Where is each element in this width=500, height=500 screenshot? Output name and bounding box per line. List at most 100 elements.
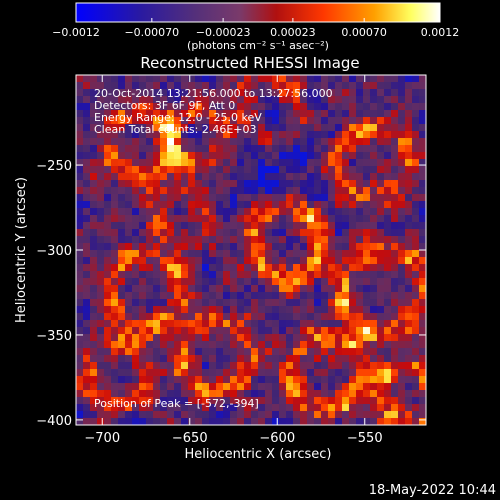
heatmap-cell xyxy=(419,264,426,272)
heatmap-cell xyxy=(328,348,336,356)
heatmap-cell xyxy=(286,278,294,286)
heatmap-cell xyxy=(104,152,112,160)
heatmap-cell xyxy=(272,152,280,160)
heatmap-cell xyxy=(139,89,147,97)
heatmap-cell xyxy=(230,257,238,265)
heatmap-cell xyxy=(216,418,224,425)
colorbar-tick-label: 0.00023 xyxy=(270,26,316,39)
heatmap-cell xyxy=(216,82,224,90)
heatmap-cell xyxy=(104,264,112,272)
heatmap-cell xyxy=(139,159,147,167)
heatmap-cell xyxy=(195,145,203,153)
heatmap-cell xyxy=(153,383,161,391)
heatmap-cell xyxy=(132,250,140,258)
heatmap-cell xyxy=(83,229,91,237)
heatmap-cell xyxy=(237,362,245,370)
heatmap-cell xyxy=(90,376,98,384)
heatmap-cell xyxy=(160,103,168,111)
heatmap-cell xyxy=(223,201,231,209)
heatmap-cell xyxy=(419,145,426,153)
heatmap-cell xyxy=(293,292,301,300)
heatmap-cell xyxy=(111,285,119,293)
heatmap-cell xyxy=(139,117,147,125)
heatmap-cell xyxy=(279,285,287,293)
heatmap-cell xyxy=(265,159,273,167)
heatmap-cell xyxy=(370,411,378,419)
heatmap-cell xyxy=(412,250,420,258)
heatmap-cell xyxy=(209,173,217,181)
heatmap-cell xyxy=(146,159,154,167)
heatmap-cell xyxy=(384,208,392,216)
heatmap-cell xyxy=(272,75,280,83)
heatmap-cell xyxy=(125,208,133,216)
heatmap-cell xyxy=(237,390,245,398)
heatmap-cell xyxy=(314,313,322,321)
heatmap-cell xyxy=(111,145,119,153)
heatmap-cell xyxy=(216,362,224,370)
heatmap-cell xyxy=(244,131,252,139)
heatmap-cell xyxy=(167,229,175,237)
heatmap-cell xyxy=(83,166,91,174)
heatmap-cell xyxy=(111,152,119,160)
heatmap-cell xyxy=(363,264,371,272)
heatmap-cell xyxy=(195,208,203,216)
heatmap-cell xyxy=(314,285,322,293)
heatmap-cell xyxy=(167,292,175,300)
heatmap-cell xyxy=(356,299,364,307)
heatmap-cell xyxy=(76,411,84,419)
heatmap-cell xyxy=(363,229,371,237)
heatmap-cell xyxy=(300,383,308,391)
heatmap-cell xyxy=(251,257,259,265)
heatmap-cell xyxy=(356,292,364,300)
heatmap-cell xyxy=(342,159,350,167)
heatmap-cell xyxy=(139,194,147,202)
heatmap-cell xyxy=(398,124,406,132)
peak-position-label: Position of Peak = [-572,-394] xyxy=(94,397,259,410)
heatmap-cell xyxy=(412,222,420,230)
heatmap-cell xyxy=(216,96,224,104)
heatmap-cell xyxy=(216,145,224,153)
heatmap-cell xyxy=(328,313,336,321)
heatmap-cell xyxy=(377,355,385,363)
heatmap-cell xyxy=(377,299,385,307)
heatmap-cell xyxy=(209,299,217,307)
heatmap-cell xyxy=(118,138,126,146)
heatmap-cell xyxy=(328,278,336,286)
heatmap-cell xyxy=(195,131,203,139)
heatmap-cell xyxy=(321,257,329,265)
heatmap-cell xyxy=(370,348,378,356)
heatmap-cell xyxy=(370,166,378,174)
heatmap-cell xyxy=(216,376,224,384)
heatmap-cell xyxy=(97,299,105,307)
heatmap-cell xyxy=(265,215,273,223)
heatmap-cell xyxy=(335,159,343,167)
heatmap-cell xyxy=(286,383,294,391)
heatmap-cell xyxy=(181,166,189,174)
heatmap-cell xyxy=(293,131,301,139)
heatmap-cell xyxy=(335,131,343,139)
heatmap-cell xyxy=(419,306,426,314)
heatmap-cell xyxy=(188,152,196,160)
heatmap-cell xyxy=(153,390,161,398)
heatmap-cell xyxy=(125,383,133,391)
heatmap-cell xyxy=(146,341,154,349)
heatmap-cell xyxy=(349,159,357,167)
heatmap-cell xyxy=(195,334,203,342)
heatmap-cell xyxy=(104,327,112,335)
heatmap-cell xyxy=(160,201,168,209)
heatmap-cell xyxy=(342,117,350,125)
heatmap-cell xyxy=(118,222,126,230)
heatmap-cell xyxy=(405,355,413,363)
heatmap-cell xyxy=(342,278,350,286)
heatmap-cell xyxy=(83,306,91,314)
heatmap-cell xyxy=(90,159,98,167)
heatmap-cell xyxy=(363,138,371,146)
heatmap-cell xyxy=(209,292,217,300)
heatmap-cell xyxy=(216,404,224,412)
heatmap-cell xyxy=(265,138,273,146)
heatmap-cell xyxy=(111,299,119,307)
heatmap-cell xyxy=(265,271,273,279)
heatmap-cell xyxy=(321,229,329,237)
heatmap-cell xyxy=(272,418,280,425)
heatmap-cell xyxy=(132,306,140,314)
